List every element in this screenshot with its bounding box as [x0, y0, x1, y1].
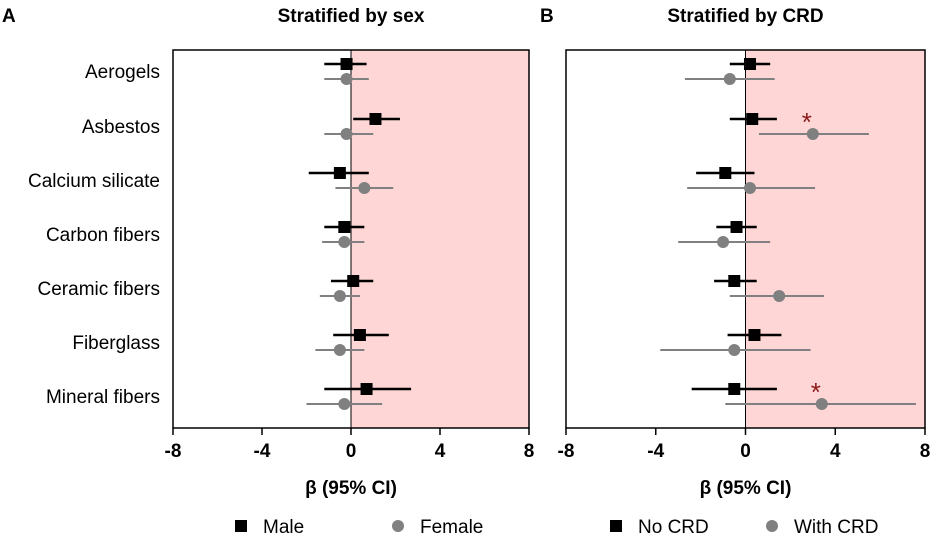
x-tick-label: 0 — [740, 441, 751, 462]
positive-region-shading — [745, 50, 925, 428]
x-tick-label: -4 — [647, 441, 664, 462]
legend-square-marker — [610, 520, 622, 532]
panel-title: Stratified by sex — [278, 6, 425, 27]
estimate-circle — [815, 398, 828, 410]
x-axis-title: β (95% CI) — [305, 478, 397, 499]
x-tick-label: 0 — [346, 441, 357, 462]
estimate-square — [340, 58, 353, 70]
estimate-square — [748, 329, 761, 341]
panel-title: Stratified by CRD — [667, 6, 823, 27]
estimate-circle — [358, 182, 371, 194]
legend-square-marker — [235, 520, 247, 532]
estimate-square — [728, 383, 741, 395]
category-label: Carbon fibers — [46, 225, 160, 246]
estimate-square — [743, 58, 756, 70]
estimate-circle — [340, 128, 353, 140]
estimate-square — [333, 167, 346, 179]
estimate-square — [360, 383, 373, 395]
category-label: Aerogels — [85, 62, 160, 83]
legend-circle-marker — [766, 520, 778, 532]
x-tick-label: 8 — [524, 441, 535, 462]
significance-star: * — [811, 377, 821, 407]
x-tick-label: 4 — [830, 441, 841, 462]
estimate-circle — [333, 290, 346, 302]
category-label: Calcium silicate — [28, 171, 160, 192]
x-tick-label: -4 — [254, 441, 271, 462]
category-label: Fiberglass — [72, 333, 160, 354]
estimate-circle — [338, 398, 351, 410]
category-label: Mineral fibers — [46, 387, 160, 408]
panel-letter: B — [540, 6, 554, 27]
estimate-square — [338, 221, 351, 233]
legend-label: No CRD — [638, 517, 709, 538]
estimate-square — [730, 221, 743, 233]
x-tick-label: 8 — [920, 441, 931, 462]
category-label: Asbestos — [82, 117, 160, 138]
x-tick-label: -8 — [558, 441, 575, 462]
category-label: Ceramic fibers — [38, 279, 160, 300]
panel-a: A Stratified by sex -8 -4 0 4 8 β (95% CI) Aerog… — [2, 6, 534, 538]
estimate-circle — [333, 344, 346, 356]
positive-region-shading — [351, 50, 529, 428]
estimate-square — [728, 275, 741, 287]
estimate-circle — [806, 128, 819, 140]
legend-label: Male — [263, 517, 304, 538]
estimate-square — [746, 113, 759, 125]
estimate-circle — [340, 73, 353, 85]
estimate-square — [369, 113, 382, 125]
estimate-circle — [723, 73, 736, 85]
legend-circle-marker — [392, 520, 404, 532]
x-tick-label: -8 — [165, 441, 182, 462]
x-tick-label: 4 — [435, 441, 446, 462]
legend-label: Female — [420, 517, 483, 538]
significance-star: * — [802, 107, 812, 137]
legend-label: With CRD — [794, 517, 878, 538]
estimate-square — [347, 275, 360, 287]
estimate-circle — [717, 236, 730, 248]
estimate-circle — [773, 290, 786, 302]
estimate-circle — [743, 182, 756, 194]
estimate-square — [353, 329, 366, 341]
x-axis-title: β (95% CI) — [700, 478, 792, 499]
panel-b: B Stratified by CRD -8 -4 0 4 8 β (95% CI) No CR… — [540, 6, 930, 538]
estimate-square — [719, 167, 732, 179]
estimate-circle — [338, 236, 351, 248]
panel-letter: A — [2, 6, 16, 27]
estimate-circle — [728, 344, 741, 356]
